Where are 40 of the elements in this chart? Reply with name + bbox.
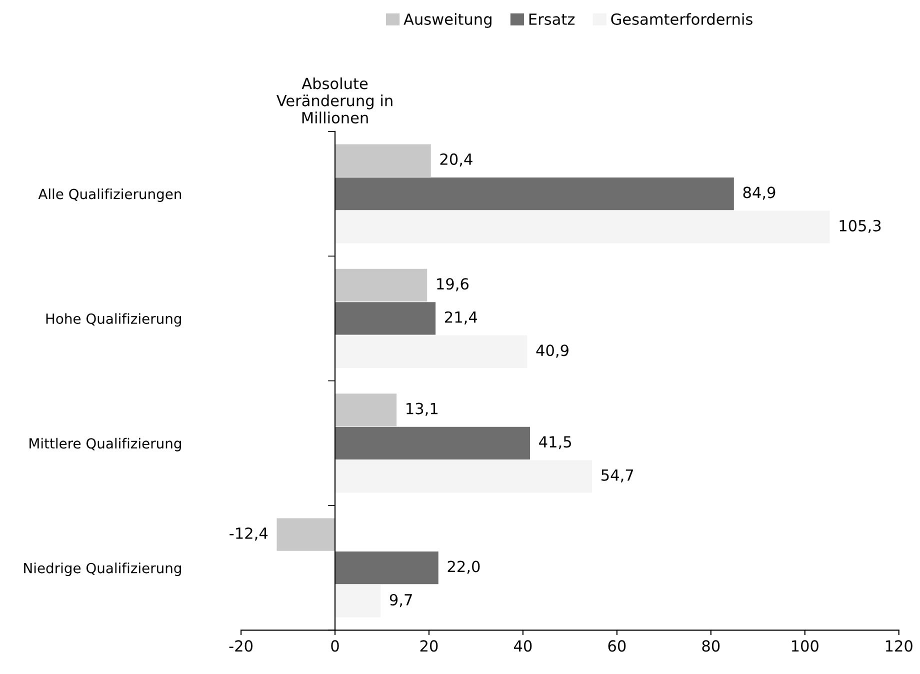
y-tick-label: Alle Qualifizierungen [38,188,182,202]
data-label: -12,4 [230,527,268,541]
bar [335,552,438,584]
data-label: 9,7 [390,594,412,608]
data-label: 40,9 [536,344,568,358]
data-label: 105,3 [840,220,881,234]
bar [335,268,428,302]
legend-label: Gesamterfordernis [611,13,752,25]
y-tick-label: Niedrige Qualifizierung [24,562,181,576]
bar [335,210,830,244]
x-tick-label: 100 [792,640,818,652]
x-tick-label: -20 [229,640,253,652]
bar [335,584,381,618]
data-label: 54,7 [602,469,634,482]
y-tick-label: Mittlere Qualifizierung [30,438,181,452]
bar [335,335,528,368]
y-tick-label: Hohe Qualifizierung [46,313,181,327]
legend-label: Ersatz [529,14,575,25]
bar [335,302,436,335]
data-label: 13,1 [406,402,438,416]
bar [335,426,530,460]
data-label: 21,4 [445,311,478,324]
data-label: 41,5 [539,436,572,450]
x-tick-label: 20 [420,640,438,652]
x-axis-title: Absolute Veränderung in Millionen [276,77,392,124]
bar [335,177,734,210]
data-label: 20,4 [440,153,472,167]
data-label: 19,6 [437,278,468,292]
bar [335,460,592,493]
bar [335,394,397,426]
x-tick-label: 120 [886,640,912,652]
bar [276,518,336,551]
x-tick-label: 60 [608,640,626,652]
x-tick-label: 40 [514,640,532,652]
data-label: 84,9 [743,186,776,200]
x-tick-label: 80 [702,640,720,652]
data-label: 22,0 [448,560,480,574]
bar [335,144,431,177]
x-tick-label: 0 [331,640,339,652]
legend-label: Ausweitung [404,13,492,28]
